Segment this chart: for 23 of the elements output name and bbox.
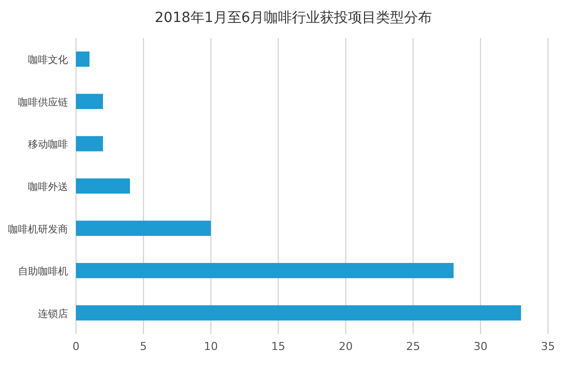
- y-tick-label: 自助咖啡机: [18, 266, 68, 278]
- x-tick-label: 30: [474, 340, 488, 353]
- bar: [76, 94, 103, 110]
- y-tick-label: 咖啡供应链: [18, 96, 68, 108]
- bar: [76, 220, 211, 236]
- bar: [76, 305, 522, 320]
- y-tick-label: 咖啡文化: [28, 54, 68, 66]
- x-tick-label: 20: [338, 340, 353, 353]
- bar: [76, 178, 130, 194]
- bar: [76, 136, 103, 152]
- chart-title: 2018年1月至6月咖啡行业获投项目类型分布: [154, 10, 432, 26]
- y-tick-label: 咖啡机研发商: [8, 223, 68, 236]
- bar: [76, 52, 90, 67]
- y-tick-label: 连锁店: [38, 308, 68, 320]
- x-tick-label: 15: [271, 340, 286, 353]
- x-tick-label: 25: [406, 340, 420, 353]
- bar: [76, 262, 454, 278]
- x-tick-label: 35: [541, 340, 555, 353]
- x-tick-label: 10: [204, 340, 218, 353]
- x-tick-label: 0: [72, 340, 80, 353]
- x-tick-label: 5: [140, 340, 147, 353]
- y-tick-label: 咖啡外送: [28, 181, 68, 193]
- y-tick-label: 移动咖啡: [28, 138, 68, 151]
